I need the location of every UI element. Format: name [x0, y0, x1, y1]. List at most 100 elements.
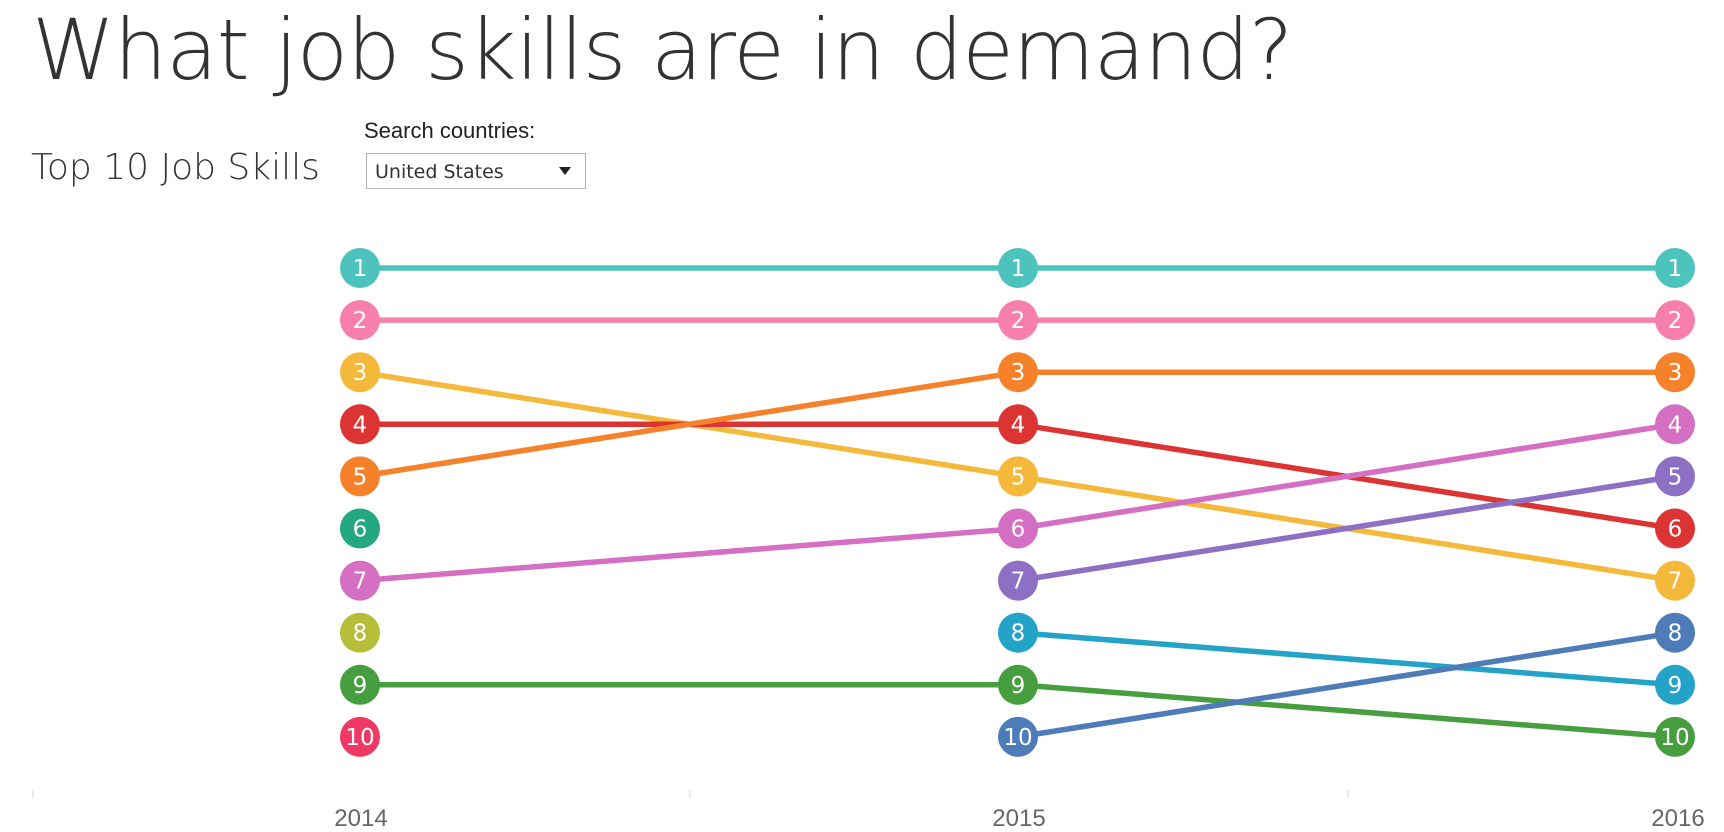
rank-marker-2016-5[interactable]: 5 — [1655, 456, 1695, 497]
series-12-segment-1 — [1015, 629, 1678, 740]
rank-marker-2016-9[interactable]: 9 — [1655, 664, 1695, 705]
rank-dot[interactable] — [1655, 664, 1695, 705]
rank-dot[interactable] — [1655, 456, 1695, 497]
rank-marker-2014-4[interactable]: 4 — [340, 404, 380, 445]
year-label-2014: 2014 — [334, 805, 387, 832]
rank-dot[interactable] — [998, 456, 1038, 497]
rank-label: 8 — [1011, 621, 1026, 647]
rank-dot[interactable] — [998, 404, 1038, 445]
rank-marker-2015-5[interactable]: 5 — [998, 456, 1038, 497]
rank-dot[interactable] — [340, 404, 380, 445]
rank-dot[interactable] — [1655, 560, 1695, 601]
rank-dot[interactable] — [1655, 612, 1695, 653]
rank-label: 7 — [1011, 569, 1026, 595]
chevron-down-icon[interactable] — [559, 167, 571, 175]
series-6-segment-1 — [1015, 421, 1678, 532]
rank-marker-2016-6[interactable]: 6 — [1655, 508, 1695, 549]
rank-label: 6 — [353, 517, 368, 543]
rank-label: 10 — [1003, 725, 1032, 751]
rank-marker-2014-8[interactable]: 8 — [340, 612, 380, 653]
rank-marker-2016-2[interactable]: 2 — [1655, 300, 1695, 341]
rank-label: 1 — [1011, 256, 1026, 282]
rank-marker-2015-10[interactable]: 10 — [998, 716, 1038, 757]
rank-marker-2016-10[interactable]: 10 — [1655, 716, 1695, 757]
rank-dot[interactable] — [340, 612, 380, 653]
rank-marker-2014-2[interactable]: 2 — [340, 300, 380, 341]
rank-label: 9 — [353, 673, 368, 699]
rank-marker-2015-7[interactable]: 7 — [998, 560, 1038, 601]
rank-dot[interactable] — [998, 248, 1038, 288]
rank-marker-2014-3[interactable]: 3 — [340, 352, 380, 393]
rank-label: 6 — [1011, 517, 1026, 543]
rank-dot[interactable] — [998, 352, 1038, 393]
chart-subtitle: Top 10 Job Skills — [31, 147, 320, 188]
year-label-2015: 2015 — [992, 805, 1045, 832]
rank-dot[interactable] — [1655, 248, 1695, 288]
rank-marker-2015-1[interactable]: 1 — [998, 248, 1038, 288]
rank-label: 4 — [1011, 412, 1026, 438]
rank-label: 3 — [1011, 360, 1026, 386]
rank-marker-2016-7[interactable]: 7 — [1655, 560, 1695, 601]
rank-dot[interactable] — [340, 248, 380, 288]
rank-marker-2014-9[interactable]: 9 — [340, 664, 380, 705]
rank-dot[interactable] — [998, 612, 1038, 653]
rank-marker-2014-6[interactable]: 6 — [340, 508, 380, 549]
rank-label: 1 — [353, 256, 368, 282]
rank-marker-2015-3[interactable]: 3 — [998, 352, 1038, 393]
rank-label: 7 — [353, 569, 368, 595]
rank-label: 3 — [1668, 360, 1683, 386]
rank-dot[interactable] — [998, 716, 1038, 757]
rank-marker-2015-2[interactable]: 2 — [998, 300, 1038, 341]
country-select-value: United States — [375, 161, 504, 183]
rank-label: 5 — [353, 464, 368, 490]
rank-marker-2015-9[interactable]: 9 — [998, 664, 1038, 705]
rank-marker-2014-1[interactable]: 1 — [340, 248, 380, 288]
rank-dot[interactable] — [340, 352, 380, 393]
rank-dot[interactable] — [998, 664, 1038, 705]
rank-label: 2 — [1668, 308, 1683, 334]
rank-marker-2016-8[interactable]: 8 — [1655, 612, 1695, 653]
series-6-segment-0 — [357, 525, 1021, 584]
rank-label: 7 — [1668, 569, 1683, 595]
rank-label: 2 — [1011, 308, 1026, 334]
series-10-segment-1 — [1015, 473, 1678, 584]
rank-label: 3 — [353, 360, 368, 386]
rank-dot[interactable] — [340, 456, 380, 497]
rank-dot[interactable] — [1655, 300, 1695, 341]
series-4-segment-0 — [357, 369, 1021, 480]
rank-marker-2014-10[interactable]: 10 — [340, 716, 380, 757]
rank-dot[interactable] — [998, 560, 1038, 601]
rank-marker-2015-8[interactable]: 8 — [998, 612, 1038, 653]
rank-label: 5 — [1668, 464, 1683, 490]
series-lines — [357, 265, 1678, 740]
rank-dot[interactable] — [340, 508, 380, 549]
rank-label: 10 — [1660, 725, 1689, 751]
rank-label: 9 — [1668, 673, 1683, 699]
rank-dot[interactable] — [1655, 716, 1695, 757]
rank-label: 8 — [1668, 621, 1683, 647]
rank-marker-2014-7[interactable]: 7 — [340, 560, 380, 601]
rank-dot[interactable] — [340, 300, 380, 341]
rank-dot[interactable] — [340, 716, 380, 757]
rank-marker-2016-3[interactable]: 3 — [1655, 352, 1695, 393]
rank-marker-2015-4[interactable]: 4 — [998, 404, 1038, 445]
country-select[interactable]: United States — [366, 153, 586, 189]
rank-dot[interactable] — [998, 300, 1038, 341]
rank-marker-2014-5[interactable]: 5 — [340, 456, 380, 497]
rank-label: 4 — [353, 412, 368, 438]
rank-label: 5 — [1011, 464, 1026, 490]
rank-marker-2015-6[interactable]: 6 — [998, 508, 1038, 549]
x-axis-labels: 2014 2015 2016 — [334, 805, 1704, 832]
country-filter-label: Search countries: — [364, 118, 536, 143]
rank-marker-2016-4[interactable]: 4 — [1655, 404, 1695, 445]
rank-dot[interactable] — [998, 508, 1038, 549]
rank-dot[interactable] — [1655, 352, 1695, 393]
rank-dot[interactable] — [1655, 508, 1695, 549]
rank-dot[interactable] — [1655, 404, 1695, 445]
rank-dot[interactable] — [340, 664, 380, 705]
rank-marker-2016-1[interactable]: 1 — [1655, 248, 1695, 288]
rank-dot[interactable] — [340, 560, 380, 601]
page-title: What job skills are in demand? — [32, 1, 1293, 99]
rank-label: 8 — [353, 621, 368, 647]
